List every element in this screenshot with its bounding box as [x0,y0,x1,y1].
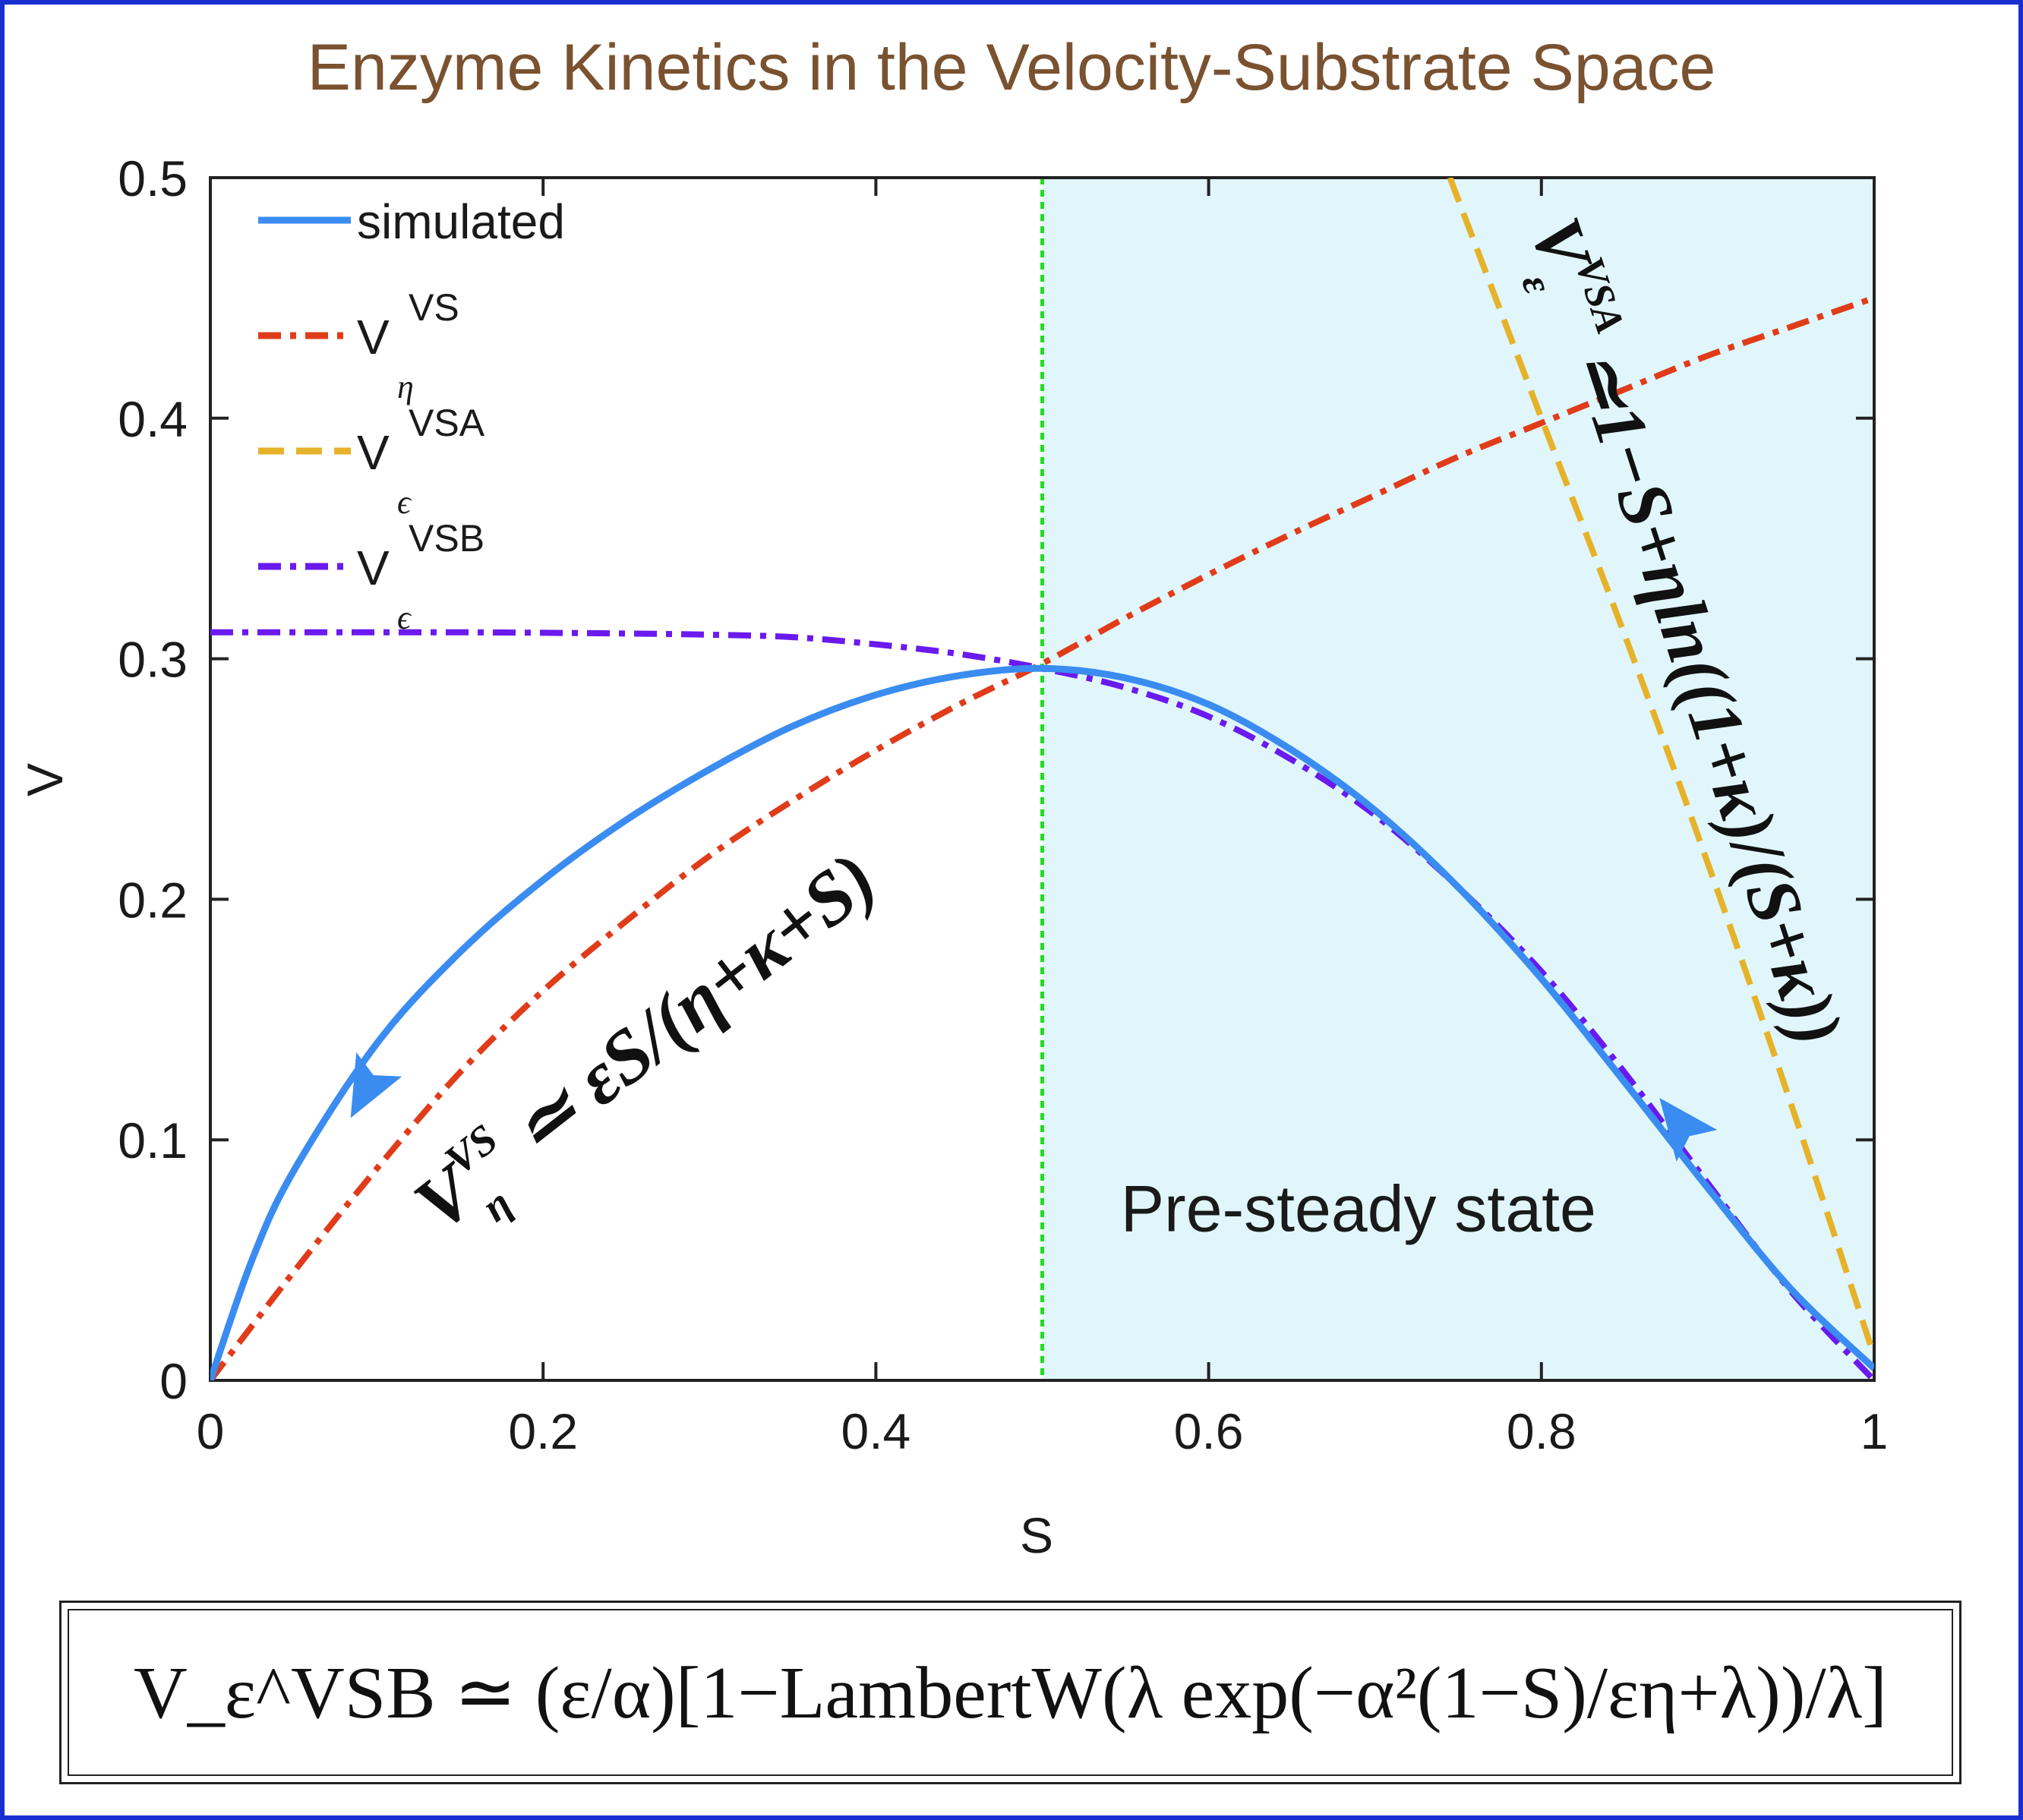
y-tick-label: 0.5 [118,150,188,207]
legend-vsb-label: V [357,541,390,595]
formula-text: V_ε^VSB ≃ (ε/α)[1−LambertW(λ exp(−α²(1−S… [134,1652,1887,1734]
legend-vs-sup: VS [409,286,459,329]
y-tick-label: 0.4 [118,391,188,447]
legend-simulated-label: simulated [357,194,565,249]
formula-box: V_ε^VSB ≃ (ε/α)[1−LambertW(λ exp(−α²(1−S… [59,1601,1961,1784]
x-tick-label: 0.4 [841,1403,911,1459]
x-tick-label: 1 [1860,1403,1889,1459]
y-tick-label: 0.1 [118,1112,188,1169]
pre-steady-label: Pre-steady state [1121,1173,1596,1246]
vs-annotation-expr: ≃ εS/(η+κ+S) [494,836,892,1172]
x-tick-label: 0 [197,1403,225,1459]
plot-area: Pre-steady state 0 0.2 0.4 0.6 0.8 1 0 0.1 0.2 0.3… [118,150,1888,1459]
legend-vsb-sup: VSB [409,517,484,560]
chart-title: Enzyme Kinetics in the Velocity-Substrat… [308,31,1716,104]
y-axis-label: V [17,763,73,796]
y-tick-label: 0.2 [118,872,188,928]
y-tick-label: 0.3 [118,632,188,688]
pre-steady-region [1042,178,1874,1380]
legend-vsa-sup: VSA [409,402,485,444]
legend-vsb-sub: ϵ [397,599,412,636]
legend-vs-label: V [357,310,390,364]
direction-arrow-1 [350,1052,402,1118]
arrowhead [350,1052,402,1118]
x-tick-label: 0.8 [1507,1403,1576,1459]
legend-vsa-sub: ϵ [397,484,412,521]
y-tick-label: 0 [159,1353,188,1409]
legend-vsa-label: V [357,425,390,480]
axes-box [209,176,1876,1382]
x-tick-label: 0.6 [1174,1403,1244,1459]
vsb-line [210,629,1874,1380]
x-axis-label: S [1020,1507,1053,1563]
vs-line [210,295,1874,1380]
simulated-line [210,664,1874,1380]
vsa-line [1447,178,1874,1358]
x-tick-label: 0.2 [508,1403,578,1459]
formula-box-inner: V_ε^VSB ≃ (ε/α)[1−LambertW(λ exp(−α²(1−S… [68,1609,1953,1776]
legend-vs-sub: η [397,368,414,405]
arrowhead [1659,1097,1718,1162]
direction-arrow-2 [1659,1097,1718,1162]
